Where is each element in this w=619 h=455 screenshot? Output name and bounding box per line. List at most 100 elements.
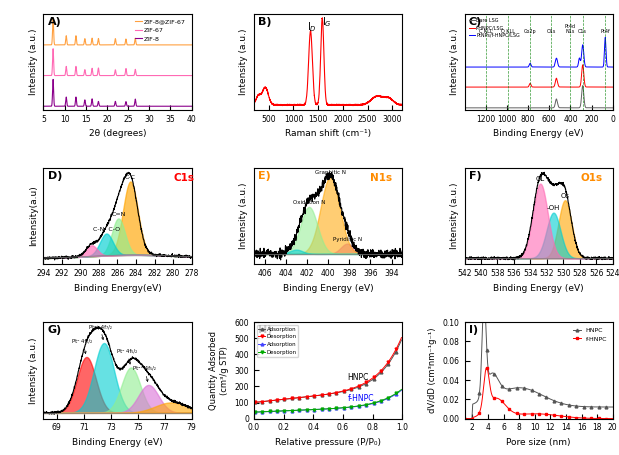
f-HNPC/LSG [609, 84, 617, 90]
Text: Oxidation N: Oxidation N [293, 200, 325, 205]
f-HNPC/LSG [554, 79, 561, 85]
Text: C-C: C-C [125, 175, 136, 180]
ZIF-8 [188, 103, 196, 109]
Text: Co2p: Co2p [524, 30, 537, 35]
Adsorption [398, 388, 405, 393]
ZIF-8 [110, 103, 117, 109]
Adsorption [381, 397, 389, 403]
ZIF-8 [93, 103, 101, 109]
Adsorption [340, 405, 348, 410]
Y-axis label: Intensity(a.u): Intensity(a.u) [28, 186, 38, 247]
ZIF-67 [50, 46, 57, 51]
Line: ZIF-8@ZIF-67: ZIF-8@ZIF-67 [43, 18, 192, 45]
X-axis label: Binding Energy (eV): Binding Energy (eV) [493, 130, 584, 138]
f-HNPC [470, 415, 477, 420]
Line: ZIF-8: ZIF-8 [43, 80, 192, 106]
Text: Pt²⁺ 4f₅/₂: Pt²⁺ 4f₅/₂ [133, 366, 156, 381]
HNPC [609, 404, 617, 410]
PtNPs/f-HNPC/LSG [519, 64, 527, 70]
ZIF-67 [128, 73, 135, 78]
Text: A): A) [48, 16, 61, 26]
f-HNPC [609, 416, 617, 421]
f-HNPC [489, 394, 496, 399]
Y-axis label: Intensity (a.u.): Intensity (a.u.) [28, 29, 38, 95]
Bare LSG [519, 105, 527, 111]
X-axis label: Relative pressure (P/P₀): Relative pressure (P/P₀) [275, 438, 381, 447]
ZIF-8@ZIF-67 [188, 42, 196, 48]
Text: O1s: O1s [547, 30, 556, 35]
ZIF-8 [50, 77, 57, 82]
Line: HNPC: HNPC [463, 297, 614, 420]
f-HNPC/LSG [579, 62, 586, 67]
Y-axis label: Quantity Adsorbed
(cm³/g STP): Quantity Adsorbed (cm³/g STP) [209, 331, 229, 410]
Text: -OH: -OH [547, 205, 560, 211]
Desorption [339, 389, 346, 394]
PtNPs/f-HNPC/LSG [554, 59, 561, 65]
Adsorption [352, 404, 359, 410]
HNPC [467, 416, 474, 421]
ZIF-67 [71, 73, 78, 78]
Adsorption [398, 337, 405, 343]
Adsorption [251, 400, 258, 405]
X-axis label: Binding Energy (eV): Binding Energy (eV) [493, 284, 584, 293]
ZIF-8 [40, 103, 47, 109]
Legend: Adsorption, Desorption, Adsorption, Desorption: Adsorption, Desorption, Adsorption, Deso… [257, 325, 298, 357]
f-HNPC/LSG [492, 84, 500, 90]
Text: H): H) [258, 325, 273, 335]
f-HNPC/LSG [519, 84, 527, 90]
X-axis label: 2θ (degrees): 2θ (degrees) [89, 130, 146, 138]
Text: Os: Os [561, 193, 569, 199]
Text: E): E) [258, 171, 271, 181]
PtNPs/f-HNPC/LSG [542, 64, 550, 70]
Adsorption [251, 410, 258, 415]
Desorption [346, 404, 353, 410]
Text: Pt⁰ 4f₇/₂: Pt⁰ 4f₇/₂ [72, 338, 92, 354]
X-axis label: Raman shift (cm⁻¹): Raman shift (cm⁻¹) [285, 130, 371, 138]
f-HNPC [461, 416, 468, 421]
Text: O KLL: O KLL [501, 30, 515, 35]
HNPC [597, 404, 605, 410]
ZIF-8 [71, 103, 78, 109]
Desorption [346, 387, 353, 392]
Text: B): B) [258, 16, 272, 26]
f-HNPC/LSG [542, 84, 550, 90]
Adsorption [339, 405, 346, 411]
Adsorption [346, 387, 353, 393]
Text: C KLL: C KLL [479, 30, 493, 35]
Desorption [251, 400, 258, 405]
Bare LSG [554, 100, 561, 106]
Adsorption [316, 393, 323, 398]
Text: Pt4d
N1s: Pt4d N1s [565, 24, 576, 35]
Line: Desorption: Desorption [253, 336, 403, 404]
Legend: HNPC, f-HNPC: HNPC, f-HNPC [571, 325, 610, 344]
HNPC [489, 370, 496, 376]
ZIF-67 [176, 73, 184, 78]
ZIF-8@ZIF-67 [128, 42, 135, 48]
Text: OL: OL [535, 176, 545, 182]
f-HNPC [597, 416, 605, 421]
Desorption [251, 410, 258, 415]
f-HNPC/LSG [462, 84, 469, 90]
Y-axis label: dV/dD (cm³nm⁻¹g⁻¹): dV/dD (cm³nm⁻¹g⁻¹) [428, 328, 437, 413]
Text: I$_G$: I$_G$ [322, 15, 332, 29]
Desorption [352, 384, 359, 390]
X-axis label: Binding Energy (eV): Binding Energy (eV) [72, 438, 163, 447]
HNPC [461, 416, 468, 421]
Text: D): D) [48, 171, 62, 181]
ZIF-67 [134, 73, 141, 78]
Line: f-HNPC/LSG: f-HNPC/LSG [464, 65, 613, 87]
ZIF-8 [151, 103, 158, 109]
Desorption [352, 404, 359, 409]
Adsorption [340, 389, 348, 394]
Legend: Bare LSG, f-HNPC/LSG, PtNPs/f-HNPC/LSG: Bare LSG, f-HNPC/LSG, PtNPs/f-HNPC/LSG [467, 16, 522, 40]
Text: C1s: C1s [578, 30, 587, 35]
Text: Graphitic N: Graphitic N [314, 171, 345, 176]
Bare LSG [579, 83, 586, 88]
Line: ZIF-67: ZIF-67 [43, 49, 192, 76]
X-axis label: Binding Energy(eV): Binding Energy(eV) [74, 284, 162, 293]
ZIF-8@ZIF-67 [50, 15, 57, 21]
PtNPs/f-HNPC/LSG [487, 64, 495, 70]
Line: Desorption: Desorption [253, 388, 403, 414]
Desorption [381, 364, 389, 369]
Bare LSG [609, 105, 617, 111]
